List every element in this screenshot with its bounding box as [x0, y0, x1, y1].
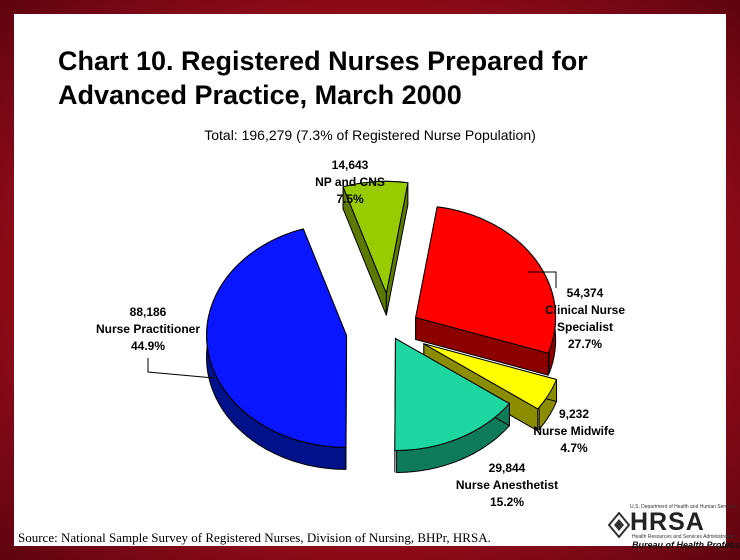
data-label-value: 88,186 [129, 305, 167, 319]
logo-agency-text: Health Resources and Services Administra… [632, 534, 735, 540]
data-label-value: 29,844 [488, 461, 526, 475]
data-label-name: NP and CNS [315, 175, 385, 189]
source-note: Source: National Sample Survey of Regist… [18, 530, 491, 545]
data-label-percent: 27.7% [567, 337, 603, 351]
data-label-name: Nurse Practitioner [95, 322, 201, 336]
data-label-value: 54,374 [566, 286, 604, 300]
hhs-eagle-icon [608, 512, 630, 538]
data-label-percent: 7.5% [336, 192, 364, 206]
data-label-percent: 15.2% [489, 495, 525, 509]
data-label-name: Nurse Anesthetist [455, 478, 559, 492]
pie-slice-nurse-practitioner [206, 228, 348, 448]
pie-slice-tops [206, 180, 558, 452]
pie-slice-np-and-cns [342, 180, 409, 296]
data-label-value: 14,643 [331, 158, 369, 172]
leader-line-nurse-practitioner [147, 358, 215, 379]
pie-slice-clinical-nurse-specialist [415, 206, 557, 354]
leader-line-clinical-nurse-specialist [528, 271, 557, 288]
data-label-percent: 4.7% [560, 441, 588, 455]
data-label-np-and-cns: 14,643 NP and CNS 7.5% [290, 157, 410, 208]
pie-slice-nurse-anesthetist [394, 337, 511, 452]
data-label-name: Clinical Nurse Specialist [544, 303, 626, 334]
logo-department-text: U.S. Department of Health and Human Serv… [630, 504, 737, 510]
chart-title-line-1: Chart 10. Registered Nurses Prepared for [58, 46, 588, 76]
pie-slice-nurse-midwife [423, 343, 558, 410]
logo-bureau-text: Bureau of Health Professions [632, 540, 740, 550]
data-label-nurse-anesthetist: 29,844 Nurse Anesthetist 15.2% [437, 460, 577, 511]
leader-lines [147, 271, 557, 379]
hrsa-logo: U.S. Department of Health and Human Serv… [608, 502, 740, 550]
chart-subtitle: Total: 196,279 (7.3% of Registered Nurse… [204, 127, 536, 143]
data-label-value: 9,232 [558, 407, 590, 421]
data-label-nurse-midwife: 9,232 Nurse Midwife 4.7% [514, 406, 634, 457]
data-label-percent: 44.9% [130, 339, 166, 353]
logo-hrsa-text: HRSA [630, 508, 705, 536]
slide-canvas [14, 14, 726, 546]
chart-title: Chart 10. Registered Nurses Prepared for… [58, 44, 698, 112]
chart-title-line-2: Advanced Practice, March 2000 [58, 80, 462, 110]
data-label-clinical-nurse-specialist: 54,374 Clinical Nurse Specialist 27.7% [525, 285, 645, 353]
data-label-nurse-practitioner: 88,186 Nurse Practitioner 44.9% [68, 304, 228, 355]
data-label-name: Nurse Midwife [533, 424, 615, 438]
